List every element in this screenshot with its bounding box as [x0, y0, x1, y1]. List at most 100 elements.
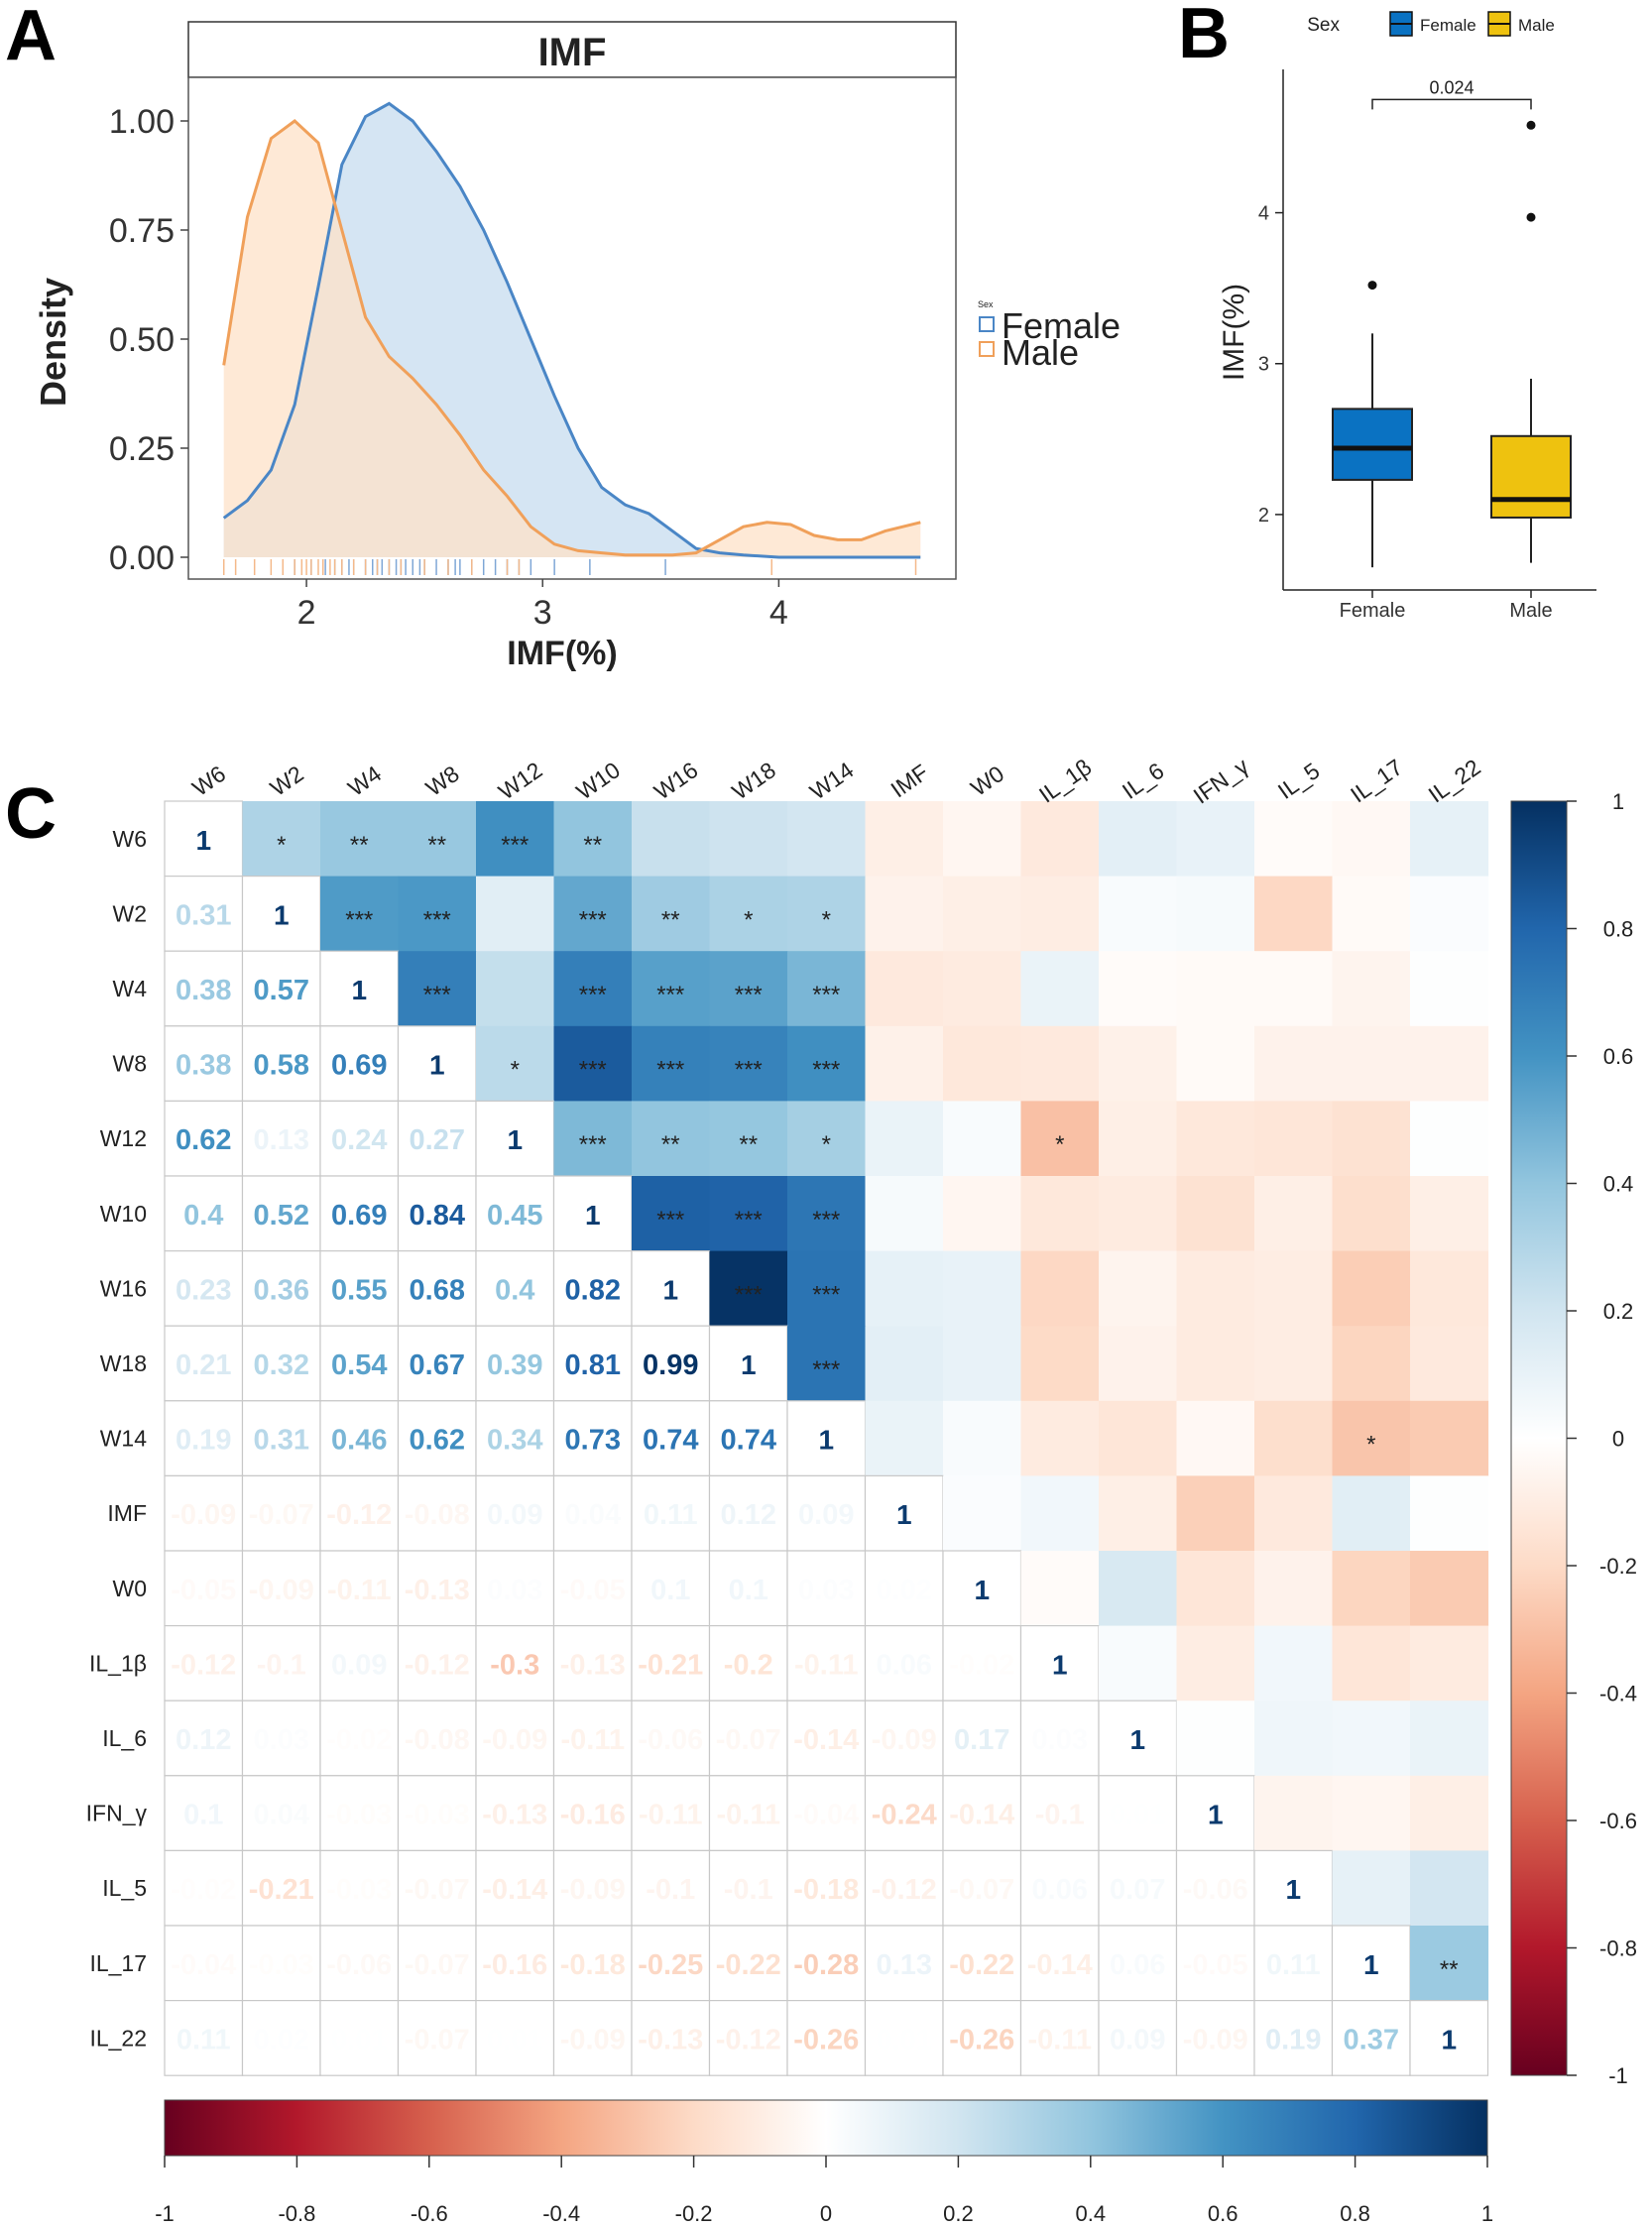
- correlation-value: 0.01: [1110, 1800, 1165, 1831]
- heatmap-cell: [1332, 801, 1411, 878]
- correlation-value: -0.05: [560, 1575, 626, 1606]
- heatmap-cell: [1254, 1250, 1334, 1327]
- significance-mark: ***: [812, 1207, 840, 1233]
- correlation-value: 1: [896, 1499, 912, 1530]
- heatmap-cell: [787, 1176, 867, 1252]
- legend-b: Sex Female Male: [1307, 11, 1555, 37]
- heatmap-cell: [1410, 1625, 1489, 1701]
- correlation-value: 0.11: [1266, 1949, 1321, 1981]
- heatmap-cell: [398, 876, 477, 952]
- density-area-male: [223, 121, 921, 557]
- heatmap-cell: [1410, 1101, 1489, 1177]
- heatmap-cell: [1099, 876, 1178, 952]
- heatmap-cell: [1332, 1551, 1411, 1627]
- correlation-value: 0.23: [176, 1274, 231, 1306]
- correlation-cell: [475, 1775, 555, 1852]
- correlation-cell: [241, 1550, 321, 1627]
- correlation-value: -0.12: [326, 1499, 392, 1531]
- heatmap-cell: [632, 1025, 711, 1102]
- correlation-cell: [1253, 1925, 1334, 2002]
- correlation-value: 0.17: [954, 1724, 1009, 1756]
- heatmap-cell: [1254, 1701, 1334, 1777]
- correlation-value: -0.05: [1183, 1949, 1248, 1981]
- colorbar-v-tick-label: 0.2: [1603, 1299, 1634, 1324]
- row-label: IMF: [107, 1500, 147, 1526]
- correlation-value: 0.09: [487, 1499, 542, 1531]
- heatmap-cell: [865, 876, 944, 952]
- heatmap-cell: [709, 1250, 788, 1327]
- significance-mark: **: [739, 1131, 758, 1158]
- correlation-value: 0.38: [176, 975, 231, 1006]
- heatmap-cell: [553, 1101, 633, 1177]
- y-tick-label-b: 2: [1258, 505, 1269, 527]
- correlation-value: -0.25: [638, 1949, 703, 1981]
- correlation-value: -0.13: [405, 1575, 470, 1606]
- correlation-value: -0.18: [560, 1949, 626, 1981]
- heatmap-cell: [1332, 951, 1411, 1027]
- correlation-value: 0.06: [877, 1649, 932, 1681]
- row-label: W4: [113, 976, 148, 1001]
- correlation-value: -0.13: [482, 1800, 547, 1831]
- heatmap-cell: [1254, 951, 1334, 1027]
- significance-mark: ***: [656, 1207, 684, 1233]
- correlation-value: -0.11: [794, 1649, 859, 1681]
- correlation-value: 0.03: [487, 1575, 542, 1606]
- colorbar-h-tick-label: -0.8: [278, 2201, 315, 2226]
- correlation-value: 0.73: [565, 1425, 621, 1457]
- correlation-value: 0.12: [721, 1499, 776, 1531]
- row-label: W0: [113, 1576, 148, 1601]
- heatmap-cell: [1254, 801, 1334, 878]
- correlation-value: 0.84: [410, 1200, 465, 1232]
- correlation-value: -0.05: [171, 1575, 236, 1606]
- heatmap-cell: [1020, 876, 1100, 952]
- heatmap-cell: [1176, 876, 1255, 952]
- correlation-value: -0.02: [949, 1649, 1014, 1681]
- heatmap-cell: [632, 1101, 711, 1177]
- correlation-cell: [319, 1400, 400, 1477]
- significance-mark: ***: [812, 1356, 840, 1383]
- correlation-cell: [475, 1249, 555, 1327]
- correlation-value: -0.11: [717, 1800, 781, 1831]
- heatmap-cell: [1176, 1250, 1255, 1327]
- correlation-cell: [319, 1849, 400, 1927]
- significance-mark: *: [1055, 1131, 1064, 1158]
- correlation-cell: [164, 875, 244, 952]
- colorbar-h-tick-label: 1: [1481, 2201, 1493, 2226]
- correlation-cell: [786, 1925, 867, 2002]
- row-label: IL_5: [102, 1875, 147, 1901]
- heatmap-cell: [1099, 1400, 1178, 1476]
- correlation-cell: [552, 1325, 633, 1402]
- correlation-cell: [241, 1100, 321, 1177]
- correlation-cell: [786, 1775, 867, 1852]
- correlation-value: 0.68: [410, 1274, 465, 1306]
- correlation-cell: [864, 1624, 944, 1701]
- correlation-cell: [164, 1325, 244, 1402]
- heatmap-cell: [787, 801, 867, 878]
- correlation-cell: [1175, 1849, 1255, 1927]
- correlation-cell: [475, 1100, 555, 1177]
- row-label: IL_22: [89, 2025, 147, 2051]
- correlation-cell: [552, 1624, 633, 1701]
- significance-mark: ***: [579, 982, 607, 1008]
- heatmap-cell: [865, 951, 944, 1027]
- correlation-cell: [164, 1775, 244, 1852]
- heatmap-cell: [1020, 1250, 1100, 1327]
- correlation-cell: [475, 1624, 555, 1701]
- column-label: IL_17: [1346, 754, 1407, 807]
- heatmap-cell: [787, 1101, 867, 1177]
- heatmap-cell: [865, 1250, 944, 1327]
- correlation-cell: [475, 1849, 555, 1927]
- legend-a-male-key: [979, 341, 995, 357]
- correlation-value: 1: [507, 1124, 523, 1155]
- heatmap-cell: [553, 801, 633, 878]
- correlation-value: -0.16: [482, 1949, 547, 1981]
- correlation-value: 1: [585, 1200, 601, 1231]
- correlation-cell: [241, 1849, 321, 1927]
- correlation-value: -0.14: [1027, 1949, 1093, 1981]
- colorbar-h-tick-label: -0.2: [675, 2201, 713, 2226]
- colorbar-h-tick-label: 0.8: [1340, 2201, 1370, 2226]
- correlation-value: 0.19: [1265, 2024, 1321, 2055]
- correlation-cell: [1098, 1999, 1178, 2076]
- correlation-value: 0.06: [1032, 1874, 1088, 1906]
- correlation-value: -0.08: [405, 1724, 470, 1756]
